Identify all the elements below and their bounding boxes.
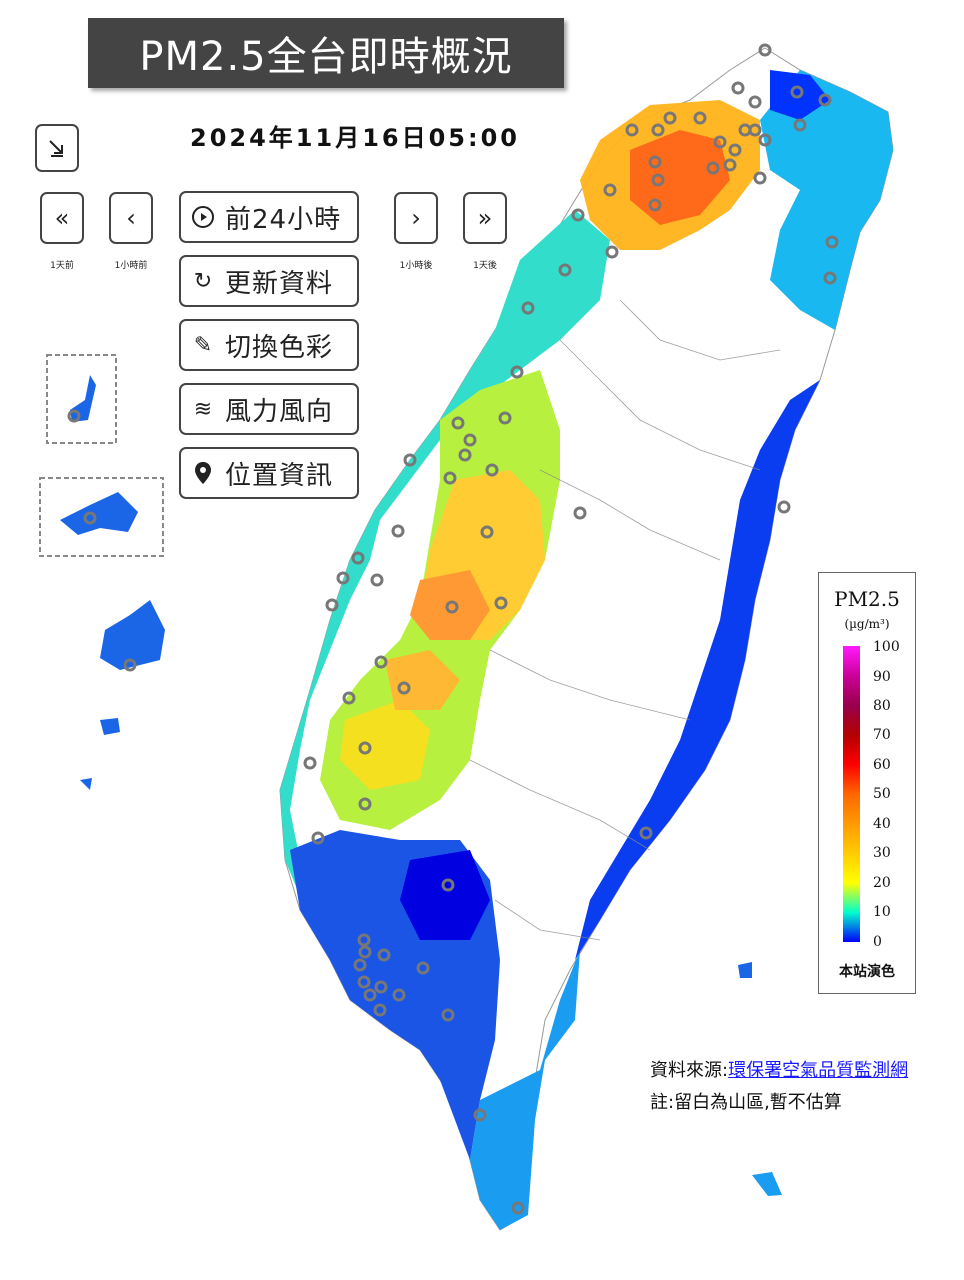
county-borders bbox=[469, 299, 781, 941]
collapse-button[interactable] bbox=[35, 124, 79, 172]
legend-title: PM2.5 bbox=[834, 587, 900, 611]
location-button[interactable]: 位置資訊 bbox=[179, 447, 359, 499]
legend-footer: 本站演色 bbox=[839, 964, 895, 980]
prev-hour-button[interactable]: ‹ bbox=[109, 192, 153, 244]
wind-button[interactable]: ≋ 風力風向 bbox=[179, 383, 359, 435]
prev-day-caption: 1天前 bbox=[50, 261, 74, 271]
switch-color-button[interactable]: ✎ 切換色彩 bbox=[179, 319, 359, 371]
prev-24h-label: 前24小時 bbox=[225, 204, 342, 235]
orchid-island bbox=[752, 1172, 782, 1196]
changhua-core bbox=[410, 570, 490, 640]
color-legend: PM2.5 (µg/m³) 100 90 80 70 60 50 40 30 2… bbox=[818, 572, 916, 994]
yunlin-zone bbox=[385, 650, 460, 710]
next-hour-button[interactable]: › bbox=[394, 192, 438, 244]
legend-tick: 60 bbox=[873, 757, 891, 773]
data-source: 資料來源:環保署空氣品質監測網 bbox=[650, 1056, 908, 1082]
next-day-caption: 1天後 bbox=[473, 261, 497, 271]
datetime-label: 2024年11月16日05:00 bbox=[190, 124, 520, 152]
legend-tick: 90 bbox=[873, 669, 891, 685]
legend-tick: 10 bbox=[873, 904, 891, 920]
legend-tick: 100 bbox=[873, 639, 900, 655]
kaohsiung-core bbox=[400, 850, 490, 940]
kinmen-frame bbox=[46, 354, 117, 444]
paint-brush-icon: ✎ bbox=[193, 332, 213, 358]
kinmen-island bbox=[60, 492, 138, 535]
double-chevron-right-icon: » bbox=[477, 204, 493, 232]
chevron-left-icon: ‹ bbox=[126, 204, 136, 232]
play-circle-icon bbox=[181, 205, 225, 229]
east-coast bbox=[575, 380, 820, 960]
northeast-zone bbox=[760, 70, 893, 330]
arrow-down-right-icon bbox=[49, 140, 63, 157]
legend-tick: 30 bbox=[873, 845, 891, 861]
next-day-button[interactable]: » bbox=[463, 192, 507, 244]
map-pin-icon bbox=[181, 461, 225, 485]
prev-day-button[interactable]: « bbox=[40, 192, 84, 244]
legend-unit: (µg/m³) bbox=[844, 617, 890, 631]
legend-tick: 80 bbox=[873, 698, 891, 714]
next-hour-caption: 1小時後 bbox=[399, 261, 433, 271]
source-link[interactable]: 環保署空氣品質監測網 bbox=[728, 1060, 909, 1081]
legend-tick: 0 bbox=[873, 934, 882, 950]
legend-tick: 40 bbox=[873, 816, 891, 832]
matsu-islands bbox=[70, 375, 96, 422]
penghu-south bbox=[80, 718, 120, 790]
prev-hour-caption: 1小時前 bbox=[114, 261, 148, 271]
switch-color-label: 切換色彩 bbox=[225, 332, 334, 363]
green-island bbox=[738, 962, 752, 978]
legend-tick: 50 bbox=[873, 786, 891, 802]
refresh-label: 更新資料 bbox=[225, 268, 334, 299]
source-prefix: 資料來源: bbox=[650, 1060, 729, 1081]
penghu-islands bbox=[100, 600, 165, 670]
legend-colorbar bbox=[843, 646, 860, 942]
chevron-right-icon: › bbox=[411, 204, 421, 232]
location-label: 位置資訊 bbox=[225, 460, 334, 491]
legend-tick: 20 bbox=[873, 875, 891, 891]
refresh-icon: ↻ bbox=[193, 268, 213, 294]
kinmen-frame-2 bbox=[39, 477, 164, 557]
chiayi-zone bbox=[340, 700, 430, 790]
legend-tick: 70 bbox=[873, 727, 891, 743]
mountain-note: 註:留白為山區,暫不估算 bbox=[650, 1092, 842, 1113]
double-chevron-left-icon: « bbox=[54, 204, 70, 232]
wind-label: 風力風向 bbox=[225, 396, 334, 427]
south-tip bbox=[470, 950, 580, 1230]
page-title: PM2.5全台即時概況 bbox=[88, 18, 564, 88]
refresh-button[interactable]: ↻ 更新資料 bbox=[179, 255, 359, 307]
wind-icon: ≋ bbox=[193, 396, 213, 422]
prev-24h-button[interactable]: 前24小時 bbox=[179, 191, 359, 243]
station-markers bbox=[67, 43, 839, 1215]
